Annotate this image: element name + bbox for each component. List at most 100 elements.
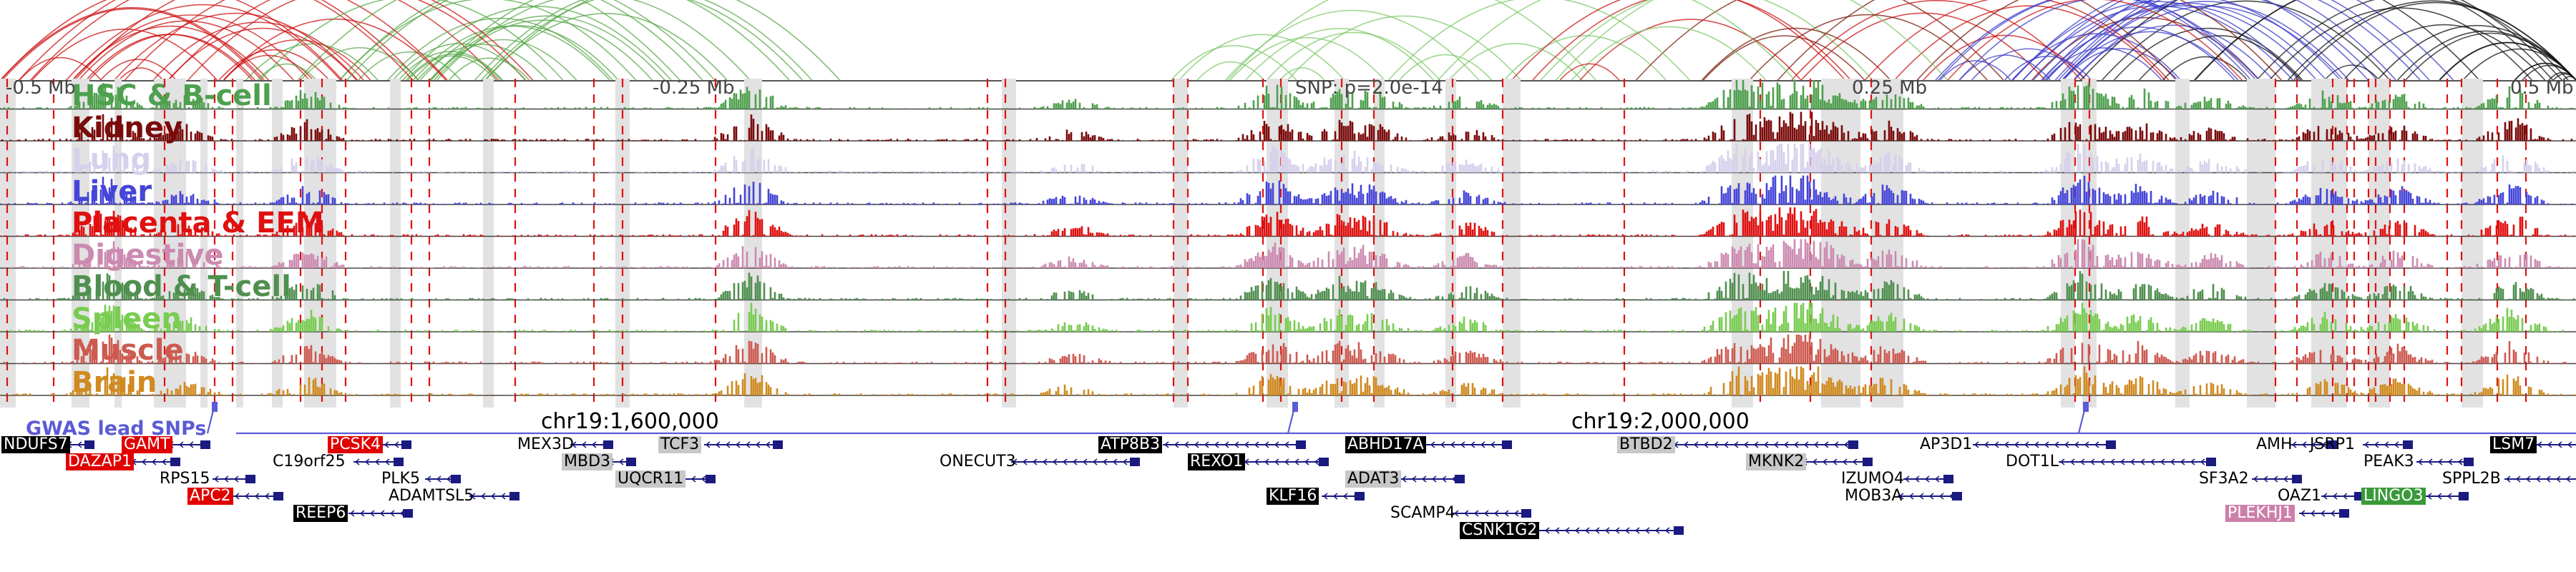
gene-label[interactable]: REEP6 (293, 505, 348, 522)
gene-label[interactable]: LINGO3 (2361, 488, 2426, 505)
gene-exon (170, 458, 180, 466)
gene-label[interactable]: PLEKHJ1 (2225, 505, 2295, 522)
gwas-snp-marker (1292, 402, 1298, 412)
gene-label[interactable]: IZUMO4 (1839, 470, 1906, 488)
track-signal (4, 335, 2565, 364)
interaction-arc (188, 0, 525, 80)
ruler-tick-label: 0.25 Mb (1852, 77, 1927, 99)
track-signal (0, 207, 2574, 237)
interaction-arc (484, 14, 727, 80)
gene-label[interactable]: RPS15 (157, 470, 213, 488)
gene-label[interactable]: ADAT3 (1345, 470, 1401, 488)
interaction-arc (1801, 13, 2045, 80)
gene-label[interactable]: DAZAP1 (66, 453, 134, 470)
track-label: Liver (72, 177, 152, 206)
gene-label[interactable]: MBD3 (562, 453, 613, 470)
gene-label[interactable]: REXO1 (1188, 453, 1245, 470)
gene-exon (2403, 440, 2413, 449)
gene-exon (1355, 492, 1365, 500)
interaction-arc (486, 0, 840, 80)
genome-browser-view: -0.5 Mb -0.25 Mb 0.25 Mb 0.5 Mb HSC & B-cel… (0, 0, 2576, 536)
gwas-snp-marker (2083, 402, 2089, 412)
gene-exon (401, 440, 411, 449)
gene-exon (1130, 458, 1140, 466)
gene-exon (200, 440, 210, 449)
track-signal (4, 271, 2574, 300)
track-signal (2, 112, 2572, 142)
track-label: Blood & T-cell (72, 272, 291, 301)
track-signal (2, 144, 2574, 173)
interaction-arc (1226, 11, 1480, 81)
interaction-arc (1636, 0, 2004, 80)
gene-label[interactable]: PEAK3 (2361, 453, 2416, 470)
gene-exon (1848, 440, 1858, 449)
track-label: Brain (72, 368, 157, 397)
track-label: Placenta & EEM (72, 209, 324, 237)
track-signal (0, 80, 2574, 109)
gene-exon (1952, 492, 1962, 500)
track-signal (2, 303, 2563, 332)
gene-label[interactable]: SPPL2B (2440, 470, 2503, 488)
gwas-snp-marker (212, 402, 218, 412)
gene-exon (2339, 509, 2349, 518)
gene-label[interactable]: JSRP1 (2308, 436, 2357, 453)
gene-exon (1674, 526, 1684, 535)
gene-exon (706, 475, 716, 483)
gene-label[interactable]: DOT1L (2004, 453, 2061, 470)
gene-exon (394, 458, 404, 466)
interaction-arc (1389, 0, 1690, 80)
gene-label[interactable]: PCSK4 (328, 436, 383, 453)
ruler-tick-label: -0.25 Mb (653, 77, 734, 99)
gene-label[interactable]: SF3A2 (2197, 470, 2251, 488)
gene-label[interactable]: CSNK1G2 (1460, 522, 1539, 539)
gene-exon (603, 440, 613, 449)
gene-label[interactable]: GAMT (122, 436, 172, 453)
interaction-arc (1400, 55, 1492, 80)
gene-label[interactable]: ATP8B3 (1098, 436, 1162, 453)
gene-label[interactable]: MEX3D (515, 436, 576, 453)
gene-label[interactable]: ADAMTSL5 (386, 488, 476, 505)
gene-label[interactable]: TCF3 (658, 436, 701, 453)
track-label: Kidney (72, 114, 182, 142)
gene-exon (2464, 458, 2474, 466)
interaction-arc (1288, 16, 1521, 80)
interaction-arc (1571, 26, 1765, 80)
gene-label[interactable]: C19orf25 (270, 453, 348, 470)
gene-exon (1943, 475, 1953, 483)
gene-exon (451, 475, 461, 483)
gene-label[interactable]: MKNK2 (1746, 453, 1806, 470)
gene-label[interactable]: OAZ1 (2275, 488, 2323, 505)
track-label: Lung (72, 145, 151, 174)
track-label: HSC & B-cell (72, 82, 272, 110)
gene-label[interactable]: ABHD17A (1345, 436, 1426, 453)
gene-label[interactable]: AMH (2254, 436, 2295, 453)
gene-exon (1296, 440, 1306, 449)
track-label: Spleen (72, 305, 182, 333)
gene-label[interactable]: ONECUT3 (937, 453, 1018, 470)
gene-label[interactable]: NDUFS7 (1, 436, 70, 453)
interaction-arc (168, 29, 356, 80)
gene-exon (1319, 458, 1329, 466)
ruler-tick-label: 0.5 Mb (2510, 77, 2574, 99)
gene-exon (273, 492, 283, 500)
snp-pvalue-label: SNP: p=2.0e-14 (1295, 77, 1443, 99)
interaction-arc (1230, 38, 1385, 80)
ruler-tick-label: -0.5 Mb (6, 77, 76, 99)
gene-label[interactable]: PLK5 (379, 470, 422, 488)
interaction-arc (1702, 29, 1890, 80)
gene-label[interactable]: SCAMP4 (1388, 505, 1458, 522)
gene-exon (1502, 440, 1512, 449)
gene-exon (245, 475, 255, 483)
gene-exon (509, 492, 519, 500)
gene-label[interactable]: UQCR11 (615, 470, 686, 488)
gene-label[interactable]: LSM7 (2490, 436, 2537, 453)
gene-label[interactable]: APC2 (187, 488, 233, 505)
interaction-arc (101, 59, 177, 80)
track-signal (4, 240, 2574, 269)
gene-exon (773, 440, 783, 449)
gene-exon (2206, 458, 2216, 466)
gene-label[interactable]: KLF16 (1267, 488, 1319, 505)
gene-label[interactable]: AP3D1 (1918, 436, 1974, 453)
gene-label[interactable]: MOB3A (1843, 488, 1904, 505)
gene-label[interactable]: BTBD2 (1617, 436, 1675, 453)
